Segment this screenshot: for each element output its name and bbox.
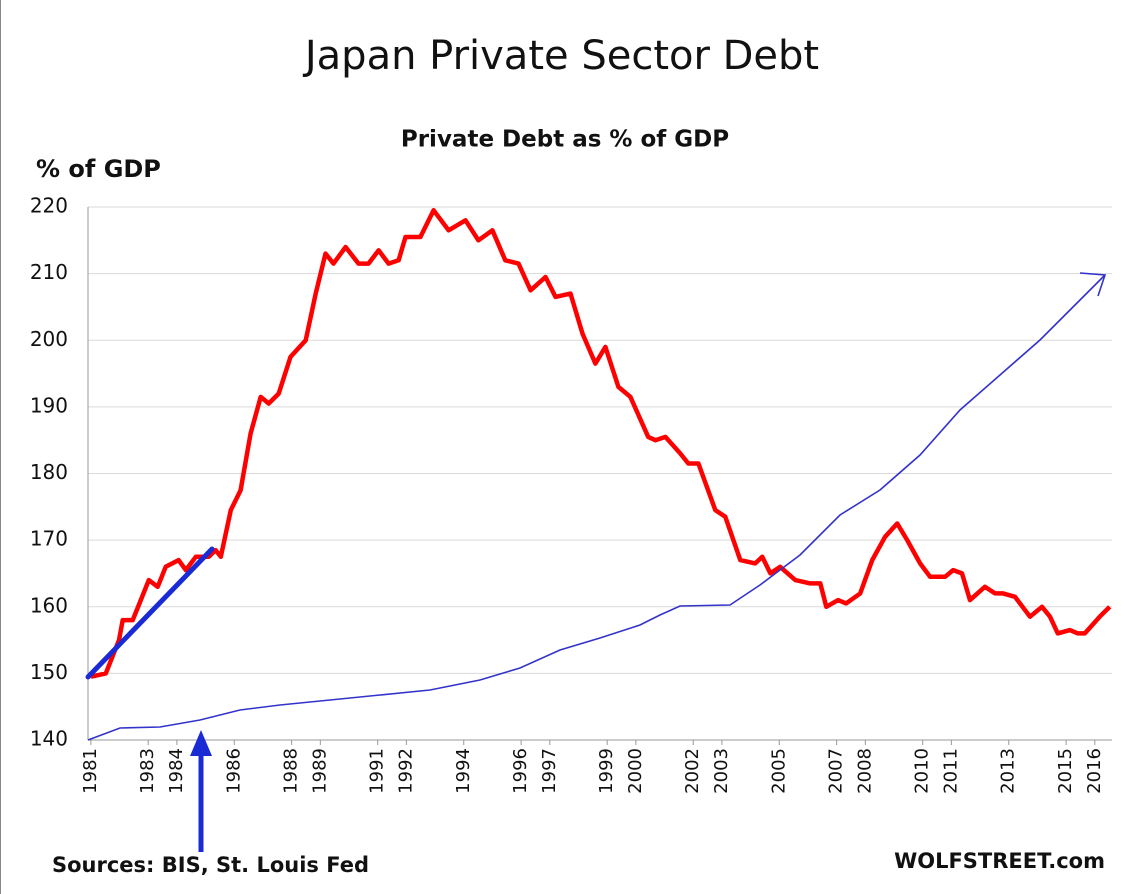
x-tick-label: 2005 xyxy=(768,748,789,794)
x-tick-label: 2011 xyxy=(940,748,961,794)
x-tick-label: 1994 xyxy=(453,748,474,794)
annotations xyxy=(85,272,1107,852)
y-tick-label: 200 xyxy=(30,327,68,351)
x-tick-label: 1991 xyxy=(367,748,388,794)
x-tick-label: 2016 xyxy=(1084,748,1105,794)
y-tick-label: 160 xyxy=(30,593,68,617)
x-tick-label: 2013 xyxy=(998,748,1019,794)
x-tick-label: 2002 xyxy=(682,748,703,794)
x-tick-label: 2007 xyxy=(826,748,847,794)
x-tick-label: 2008 xyxy=(854,748,875,794)
chart-subtitle: Private Debt as % of GDP xyxy=(401,127,729,153)
x-tick-label: 1992 xyxy=(395,748,416,794)
y-tick-label: 180 xyxy=(30,460,68,484)
y-axis-label: % of GDP xyxy=(36,155,161,183)
y-tick-label: 170 xyxy=(30,527,68,551)
y-tick-label: 220 xyxy=(30,194,68,218)
y-tick-label: 150 xyxy=(30,660,68,684)
x-tick-label: 2000 xyxy=(625,748,646,794)
chart-title: Japan Private Sector Debt xyxy=(302,33,819,79)
x-tick-label: 1988 xyxy=(281,748,302,794)
data-line xyxy=(90,208,1112,679)
x-tick-label: 1983 xyxy=(137,748,158,794)
y-tick-label: 210 xyxy=(30,260,68,284)
x-tick-label: 1999 xyxy=(596,748,617,794)
credit: WOLFSTREET.com xyxy=(894,849,1105,873)
x-tick-label: 2010 xyxy=(912,748,933,794)
x-tick-label: 1984 xyxy=(166,748,187,794)
arrow-head xyxy=(1079,272,1107,297)
x-tick-label: 2015 xyxy=(1055,748,1076,794)
y-tick-label: 190 xyxy=(30,393,68,417)
x-tick-label: 2003 xyxy=(711,748,732,794)
source-note: Sources: BIS, St. Louis Fed xyxy=(52,853,369,877)
x-tick-label: 1981 xyxy=(80,748,101,794)
plot-area: 140 150 160 170 180 190 200 210 220 1981 1983 1984 1… xyxy=(30,194,1112,794)
x-tick-label: 1997 xyxy=(539,748,560,794)
trend-annotation xyxy=(85,546,215,680)
trend-annotation xyxy=(87,274,1106,741)
arrow-head xyxy=(190,730,212,756)
x-tick-label: 1986 xyxy=(223,748,244,794)
y-tick-label: 140 xyxy=(30,727,68,751)
x-tick-label: 1989 xyxy=(309,748,330,794)
x-tick-label: 1996 xyxy=(510,748,531,794)
